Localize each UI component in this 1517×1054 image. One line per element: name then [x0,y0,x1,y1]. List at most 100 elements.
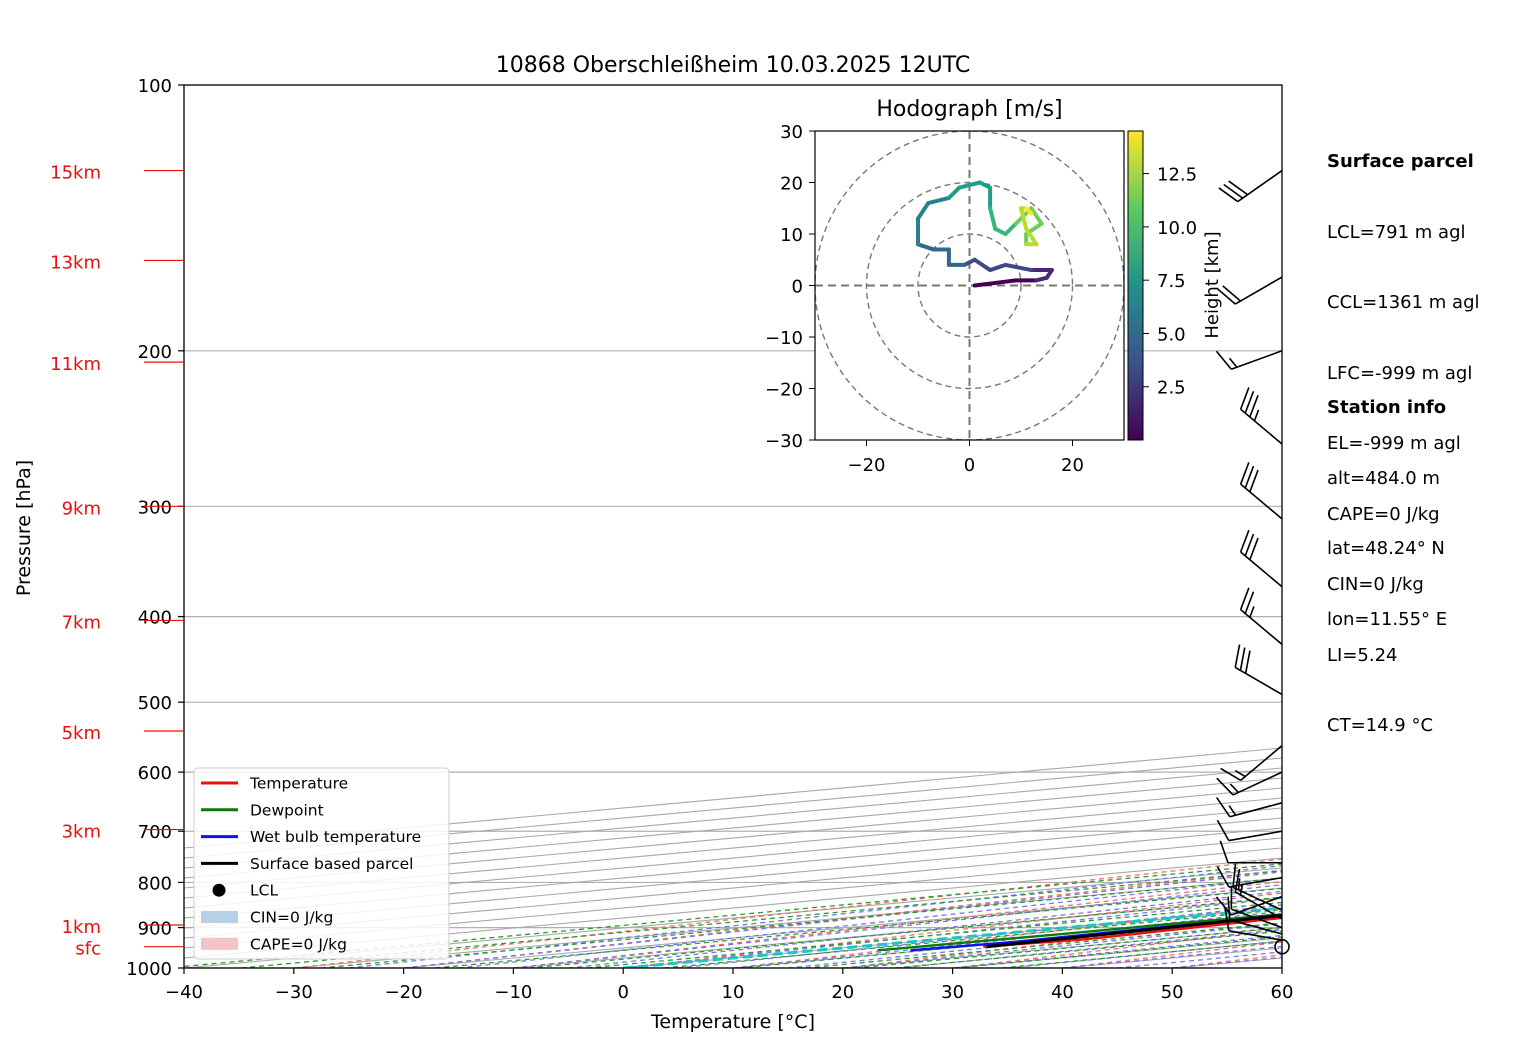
colorbar-ticks: 2.5 5.0 7.5 10.0 12.5 [1143,165,1197,399]
surface-stat: LCL=791 m agl [1327,221,1466,243]
x-tick-label: 60 [1271,982,1294,1003]
colorbar-tick-label: 10.0 [1157,218,1197,239]
hodograph-segment [972,257,993,273]
isotherm-line [184,817,1282,919]
wind-barb [1224,907,1283,941]
legend: Temperature Dewpoint Wet bulb temperature S… [193,767,450,960]
legend-item: Temperature [201,775,348,793]
height-label: 11km [50,354,101,375]
dry-adiabat [403,869,1282,968]
wind-barb [1239,587,1283,645]
height-label: 13km [50,252,101,273]
hodograph-y-tick-label: 20 [780,174,803,195]
wind-barb [1215,895,1283,916]
x-axis-label: Temperature [°C] [650,1011,815,1033]
hodograph-x-tick-label: 0 [964,455,975,476]
wind-barb [1216,866,1283,888]
mixing-ratio-line [184,863,1282,968]
wind-barb [1227,896,1283,935]
x-tick-label: 30 [941,982,964,1003]
hodograph-y-tick-label: −10 [765,328,803,349]
wind-barb [1232,864,1283,911]
x-tick-label: −20 [385,982,423,1003]
y-tick-label: 300 [138,497,172,518]
height-label: 3km [62,822,101,843]
hodograph-ring [917,233,1022,338]
surface-stat: CIN=0 J/kg [1327,574,1424,595]
hodograph-segment [972,280,998,288]
wind-barb [1218,169,1283,203]
wind-barb [1216,771,1283,796]
x-tick-label: 50 [1161,982,1184,1003]
x-tick-label: 0 [617,982,628,1003]
wind-barb [1239,387,1283,445]
surface-stat: CAPE=0 J/kg [1327,503,1440,525]
legend-item: CAPE=0 J/kg [201,935,347,953]
surface-stat: LFC=-999 m agl [1327,362,1473,384]
isotherm-line [184,797,1282,899]
hodograph-colorbar [1127,130,1144,441]
legend-box [193,767,450,960]
station-stat: alt=484.0 m [1327,467,1440,489]
wind-barb [1219,840,1282,864]
y-tick-label: 400 [138,608,172,629]
wind-barb [1216,819,1283,842]
hodograph-x-tick-label: −20 [848,455,886,476]
surface-stat: CT=14.9 °C [1327,715,1434,736]
legend-item: Dewpoint [201,801,324,819]
wind-barb [1220,745,1283,782]
colorbar-tick-label: 7.5 [1157,271,1186,292]
isotherm-line [184,777,1282,879]
legend-item: LCL [212,882,278,900]
x-tick-label: 10 [722,982,745,1003]
y-axis-ticks: 100 200 300 400 500 600 700 800 900 1000 [126,76,184,980]
legend-label: LCL [250,882,278,900]
legend-label: Temperature [249,775,348,793]
x-tick-label: −40 [165,982,203,1003]
legend-label: Surface based parcel [250,855,413,873]
wind-barb [1217,276,1283,305]
isotherm-line [184,757,1282,859]
y-tick-label: 1000 [126,959,172,980]
hodograph-y-tick-label: 0 [792,277,803,298]
isotherm-line [184,807,1282,909]
hodograph-ring [865,181,1074,390]
surface-parcel-header: Surface parcel [1327,151,1474,172]
x-axis-ticks: −40 −30 −20 −10 0 10 20 30 40 50 60 [165,968,1293,1003]
legend-label: Dewpoint [250,801,324,819]
surface-stat: EL=-999 m agl [1327,433,1461,454]
moist-adiabat [348,865,1282,968]
isotherm-line [184,787,1282,889]
hodograph-segment [946,185,962,200]
legend-swatch [201,937,238,950]
hodograph-title: Hodograph [m/s] [876,97,1062,122]
isotherm-line [184,767,1282,869]
height-label: 9km [62,498,101,519]
x-tick-label: −30 [275,982,313,1003]
x-tick-label: −10 [494,982,532,1003]
station-info-panel: Station info alt=484.0 m lat=48.24° N lo… [1327,349,1447,655]
legend-item: Surface based parcel [201,855,413,873]
station-stat: lat=48.24° N [1327,538,1445,559]
mixing-ratio-line [805,922,1282,968]
height-label: 15km [50,163,101,184]
y-tick-label: 700 [138,822,172,843]
hodograph-segment [993,278,1018,285]
y-tick-label: 200 [138,342,172,363]
hodograph-segment [916,201,931,221]
hodograph-y-tick-label: −30 [765,431,803,452]
mixing-ratio-line [855,926,1282,968]
dry-adiabat [623,892,1282,968]
wind-barb [1215,350,1283,371]
hodograph-y-tick-label: 10 [780,225,803,246]
height-label: 1km [62,917,101,938]
legend-swatch [212,883,226,897]
hodograph-segment [1003,262,1034,273]
station-info-header: Station info [1327,397,1447,418]
station-stat: lon=11.55° E [1327,608,1448,630]
hodograph-segment [957,180,982,190]
x-tick-label: 40 [1051,982,1074,1003]
hodograph-segment [988,206,998,231]
